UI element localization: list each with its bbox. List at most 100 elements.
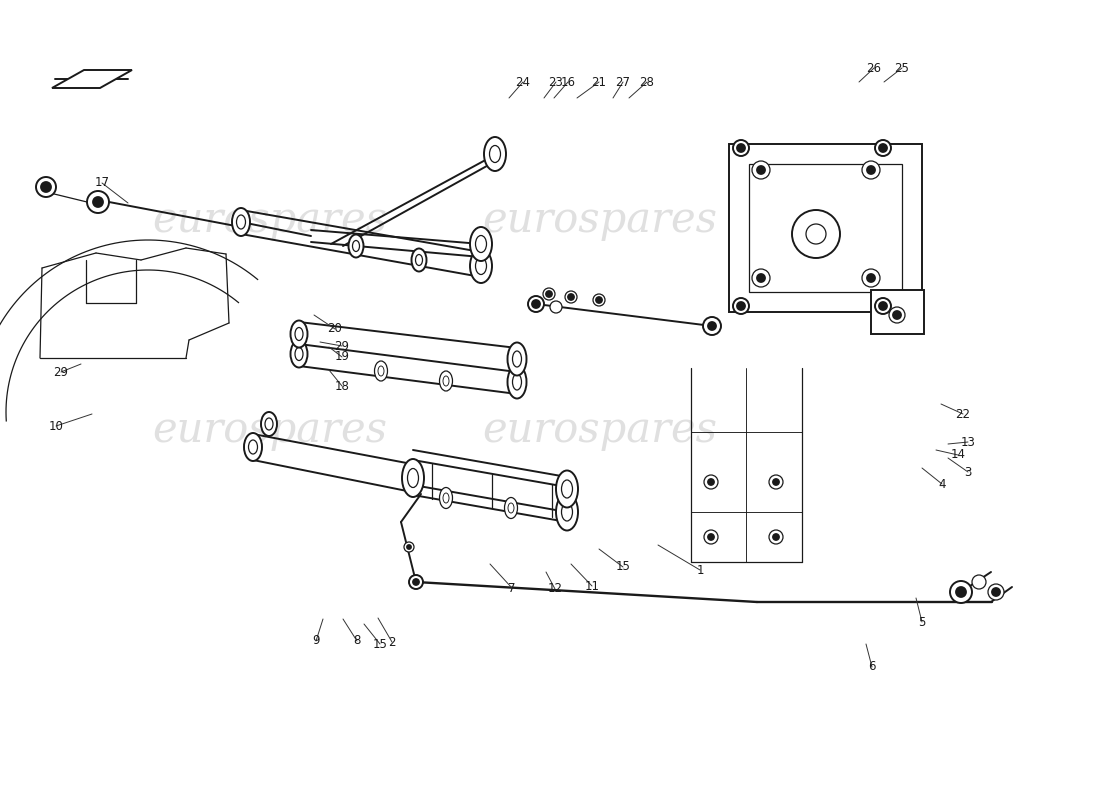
Ellipse shape [490, 146, 500, 162]
Ellipse shape [440, 371, 452, 391]
Text: 24: 24 [516, 75, 530, 89]
Ellipse shape [244, 433, 262, 461]
Circle shape [889, 307, 905, 323]
Ellipse shape [411, 249, 427, 271]
Circle shape [879, 144, 887, 152]
Circle shape [972, 575, 986, 589]
Text: 26: 26 [867, 62, 881, 74]
Ellipse shape [290, 341, 308, 367]
Ellipse shape [265, 418, 273, 430]
Text: 13: 13 [960, 435, 976, 449]
Text: 3: 3 [965, 466, 971, 478]
Ellipse shape [290, 321, 308, 347]
Circle shape [862, 161, 880, 179]
Ellipse shape [416, 254, 422, 266]
Ellipse shape [352, 241, 360, 251]
Ellipse shape [556, 470, 578, 507]
Circle shape [409, 575, 424, 589]
Text: 5: 5 [918, 615, 926, 629]
Circle shape [992, 588, 1000, 596]
Ellipse shape [349, 234, 363, 258]
Circle shape [874, 298, 891, 314]
Circle shape [87, 191, 109, 213]
Circle shape [404, 542, 414, 552]
Circle shape [565, 291, 578, 303]
Ellipse shape [407, 469, 418, 487]
Text: eurospares: eurospares [483, 199, 717, 241]
Ellipse shape [556, 494, 578, 530]
Text: 16: 16 [561, 75, 575, 89]
Text: 12: 12 [548, 582, 562, 595]
Circle shape [543, 288, 556, 300]
Circle shape [708, 322, 716, 330]
Text: 17: 17 [95, 177, 110, 190]
Ellipse shape [295, 347, 302, 361]
Ellipse shape [475, 235, 486, 253]
Bar [729, 144, 922, 312]
Text: 1: 1 [696, 563, 704, 577]
Circle shape [596, 297, 602, 303]
Circle shape [752, 269, 770, 287]
Text: 29: 29 [334, 339, 350, 353]
Circle shape [752, 161, 770, 179]
Text: 25: 25 [894, 62, 910, 74]
Text: 6: 6 [868, 661, 876, 674]
Circle shape [769, 530, 783, 544]
Text: 14: 14 [950, 449, 966, 462]
Ellipse shape [443, 376, 449, 386]
Ellipse shape [232, 208, 250, 236]
Circle shape [867, 166, 875, 174]
Ellipse shape [507, 366, 527, 398]
Circle shape [703, 317, 720, 335]
Text: 21: 21 [592, 75, 606, 89]
Ellipse shape [475, 258, 486, 274]
Circle shape [757, 166, 764, 174]
Circle shape [769, 475, 783, 489]
Circle shape [708, 479, 714, 485]
Circle shape [806, 224, 826, 244]
Circle shape [36, 177, 56, 197]
Circle shape [528, 296, 544, 312]
Ellipse shape [378, 366, 384, 376]
Text: eurospares: eurospares [153, 199, 387, 241]
Text: 7: 7 [508, 582, 516, 594]
Circle shape [950, 581, 972, 603]
Circle shape [733, 140, 749, 156]
Circle shape [893, 311, 901, 319]
Text: 8: 8 [353, 634, 361, 647]
Text: 22: 22 [956, 407, 970, 421]
Circle shape [773, 534, 779, 540]
Circle shape [867, 274, 875, 282]
Circle shape [792, 210, 840, 258]
Polygon shape [52, 70, 132, 88]
Ellipse shape [443, 493, 449, 503]
Bar [871, 290, 924, 334]
Text: 15: 15 [616, 561, 630, 574]
Circle shape [874, 140, 891, 156]
Ellipse shape [505, 498, 517, 518]
Ellipse shape [440, 487, 452, 509]
Circle shape [550, 301, 562, 313]
Circle shape [532, 300, 540, 308]
Circle shape [862, 269, 880, 287]
Ellipse shape [470, 227, 492, 261]
Circle shape [704, 475, 718, 489]
Circle shape [737, 302, 745, 310]
Text: 4: 4 [938, 478, 946, 490]
Circle shape [988, 584, 1004, 600]
Circle shape [773, 479, 779, 485]
Circle shape [757, 274, 764, 282]
Text: 27: 27 [616, 75, 630, 89]
Ellipse shape [484, 137, 506, 171]
Ellipse shape [402, 459, 424, 497]
Circle shape [956, 587, 966, 597]
Ellipse shape [295, 327, 302, 341]
Circle shape [412, 579, 419, 585]
Text: 19: 19 [334, 350, 350, 363]
Text: 20: 20 [328, 322, 342, 335]
Circle shape [41, 182, 51, 192]
Ellipse shape [508, 503, 514, 513]
Text: 10: 10 [48, 419, 64, 433]
Text: 15: 15 [373, 638, 387, 650]
Text: 23: 23 [549, 75, 563, 89]
